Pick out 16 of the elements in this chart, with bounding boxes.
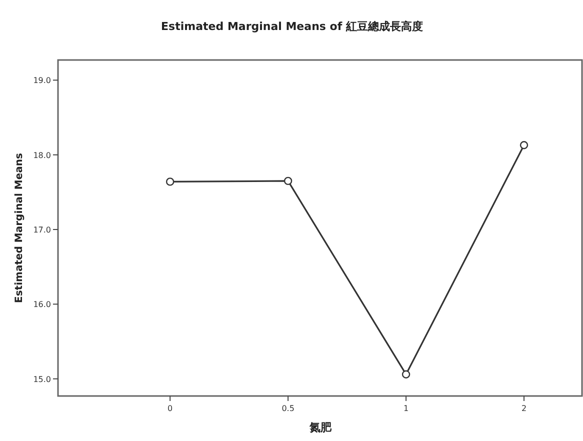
x-tick-label: 0.5 bbox=[282, 404, 294, 413]
point bbox=[166, 178, 174, 186]
point bbox=[520, 141, 528, 150]
point bbox=[402, 370, 410, 378]
x-axis-title: 氮肥 bbox=[308, 421, 332, 434]
y-tick-label: 17.0 bbox=[33, 225, 51, 234]
y-tick-label: 19.0 bbox=[33, 76, 51, 86]
y-tick-label: 16.0 bbox=[33, 300, 51, 310]
chart-title: Estimated Marginal Means of 紅豆總成長高度 bbox=[161, 20, 423, 33]
x-tick-label: 2 bbox=[521, 404, 527, 413]
y-axis-title: Estimated Marginal Means bbox=[14, 153, 25, 303]
y-tick-label: 15.0 bbox=[33, 374, 51, 384]
x-tick-label: 1 bbox=[403, 404, 409, 413]
y-tick-label: 18.0 bbox=[33, 150, 51, 160]
x-tick-label: 0 bbox=[168, 404, 173, 413]
point bbox=[284, 176, 292, 186]
